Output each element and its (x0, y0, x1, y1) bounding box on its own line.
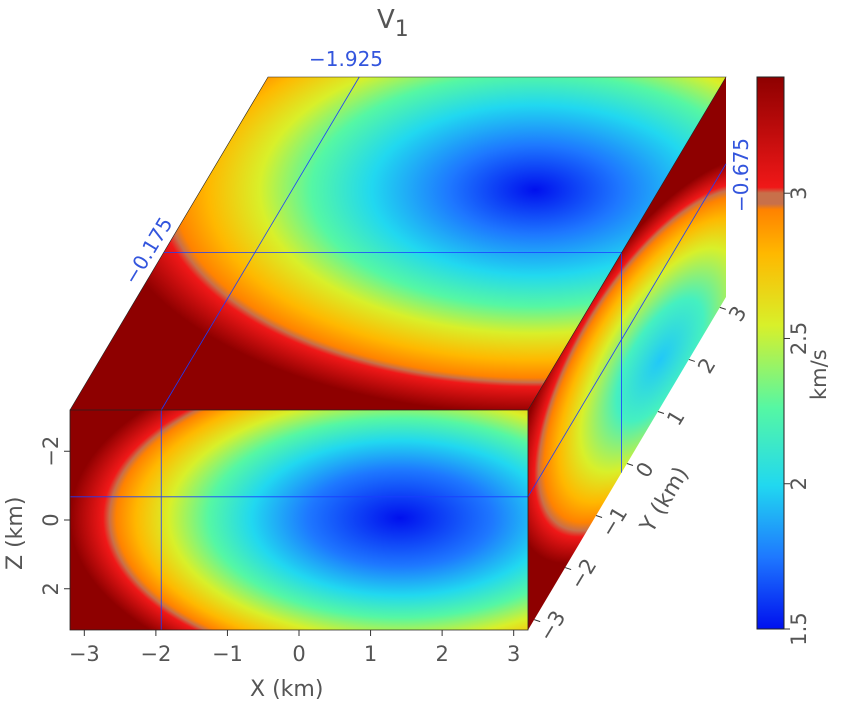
colorbar-tick-label: 2 (787, 477, 811, 490)
x-axis-ticks: −3 −2 −1 0 1 2 3 (69, 630, 520, 666)
y-tick-mark (534, 619, 541, 623)
top-face-xy (70, 77, 726, 410)
slice-line-z-side (527, 163, 727, 498)
x-tick-label: 2 (435, 642, 448, 666)
slice-lines (70, 76, 727, 630)
z-axis-label: Z (km) (3, 497, 28, 570)
colorbar (756, 76, 785, 630)
slice-label-z: −0.675 (729, 138, 753, 212)
x-tick-label: 3 (507, 642, 520, 666)
y-tick-label: 0 (631, 458, 658, 482)
y-tick-label: 3 (724, 302, 751, 326)
y-tick-mark (595, 515, 603, 519)
x-tick-label: −3 (69, 642, 100, 666)
x-tick-label: 1 (364, 642, 377, 666)
chart-title-subscript: 1 (395, 17, 409, 42)
y-tick-label: −2 (565, 555, 602, 594)
x-axis-label: X (km) (250, 677, 323, 701)
front-face-outline (69, 409, 529, 631)
side-face-yz (528, 77, 726, 630)
y-tick-mark (657, 410, 665, 414)
slice-label-x: −1.925 (309, 47, 383, 71)
top-face-outline (69, 76, 727, 411)
y-tick-label: −3 (534, 607, 571, 646)
y-tick-label: 1 (662, 406, 689, 430)
colorbar-tick-label: 2.5 (787, 322, 811, 355)
y-tick-mark (688, 358, 696, 362)
x-tick-label: −2 (140, 642, 171, 666)
z-tick-label: −2 (39, 436, 63, 467)
y-tick-mark (719, 306, 726, 310)
z-tick-label: 2 (39, 582, 63, 595)
front-face-xz (70, 410, 528, 630)
chart-title-main: V (377, 5, 395, 35)
y-tick-mark (626, 463, 634, 466)
chart-title: V1 (377, 5, 409, 42)
colorbar-ticks: 1.5 2 2.5 3 (784, 187, 811, 646)
colorbar-tick-label: 1.5 (787, 612, 811, 645)
z-axis-ticks: −2 0 2 (39, 436, 70, 595)
y-tick-mark (564, 567, 572, 571)
x-tick-label: −1 (212, 642, 243, 666)
y-tick-label: 2 (693, 354, 720, 378)
z-tick-label: 0 (39, 513, 63, 526)
slice-line-x-top (160, 76, 360, 411)
colorbar-tick-label: 3 (787, 187, 811, 200)
y-tick-label: −1 (596, 502, 633, 541)
colorbar-label: km/s (807, 349, 831, 400)
x-tick-label: 0 (292, 642, 305, 666)
